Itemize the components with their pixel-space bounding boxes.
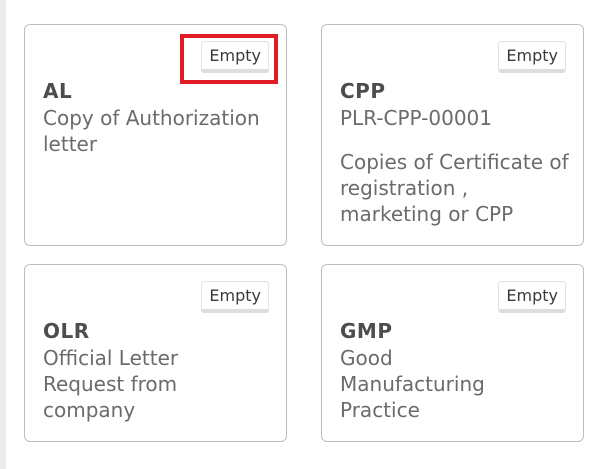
document-code-olr: OLR (43, 319, 90, 343)
status-badge-al[interactable]: Empty (201, 41, 269, 73)
status-badge-olr[interactable]: Empty (201, 281, 269, 313)
document-code-al: AL (43, 79, 73, 103)
document-code-cpp: CPP (340, 79, 386, 103)
document-card-al[interactable]: Empty AL Copy of Authorization letter (24, 24, 287, 246)
document-description-al: Copy of Authorization letter (43, 106, 260, 156)
document-description-cpp: Copies of Certificate of registration , … (340, 150, 569, 226)
status-badge-gmp[interactable]: Empty (498, 281, 566, 313)
document-reference-cpp: PLR-CPP-00001 (340, 106, 492, 130)
document-card-gmp[interactable]: Empty GMP Good Manufacturing Practice (321, 264, 584, 442)
status-badge-cpp[interactable]: Empty (498, 41, 566, 73)
document-description-gmp: Good Manufacturing Practice (340, 346, 485, 422)
document-code-gmp: GMP (340, 319, 393, 343)
document-card-olr[interactable]: Empty OLR Official Letter Request from c… (24, 264, 287, 442)
document-card-cpp[interactable]: Empty CPP PLR-CPP-00001 Copies of Certif… (321, 24, 584, 246)
document-description-olr: Official Letter Request from company (43, 346, 179, 422)
